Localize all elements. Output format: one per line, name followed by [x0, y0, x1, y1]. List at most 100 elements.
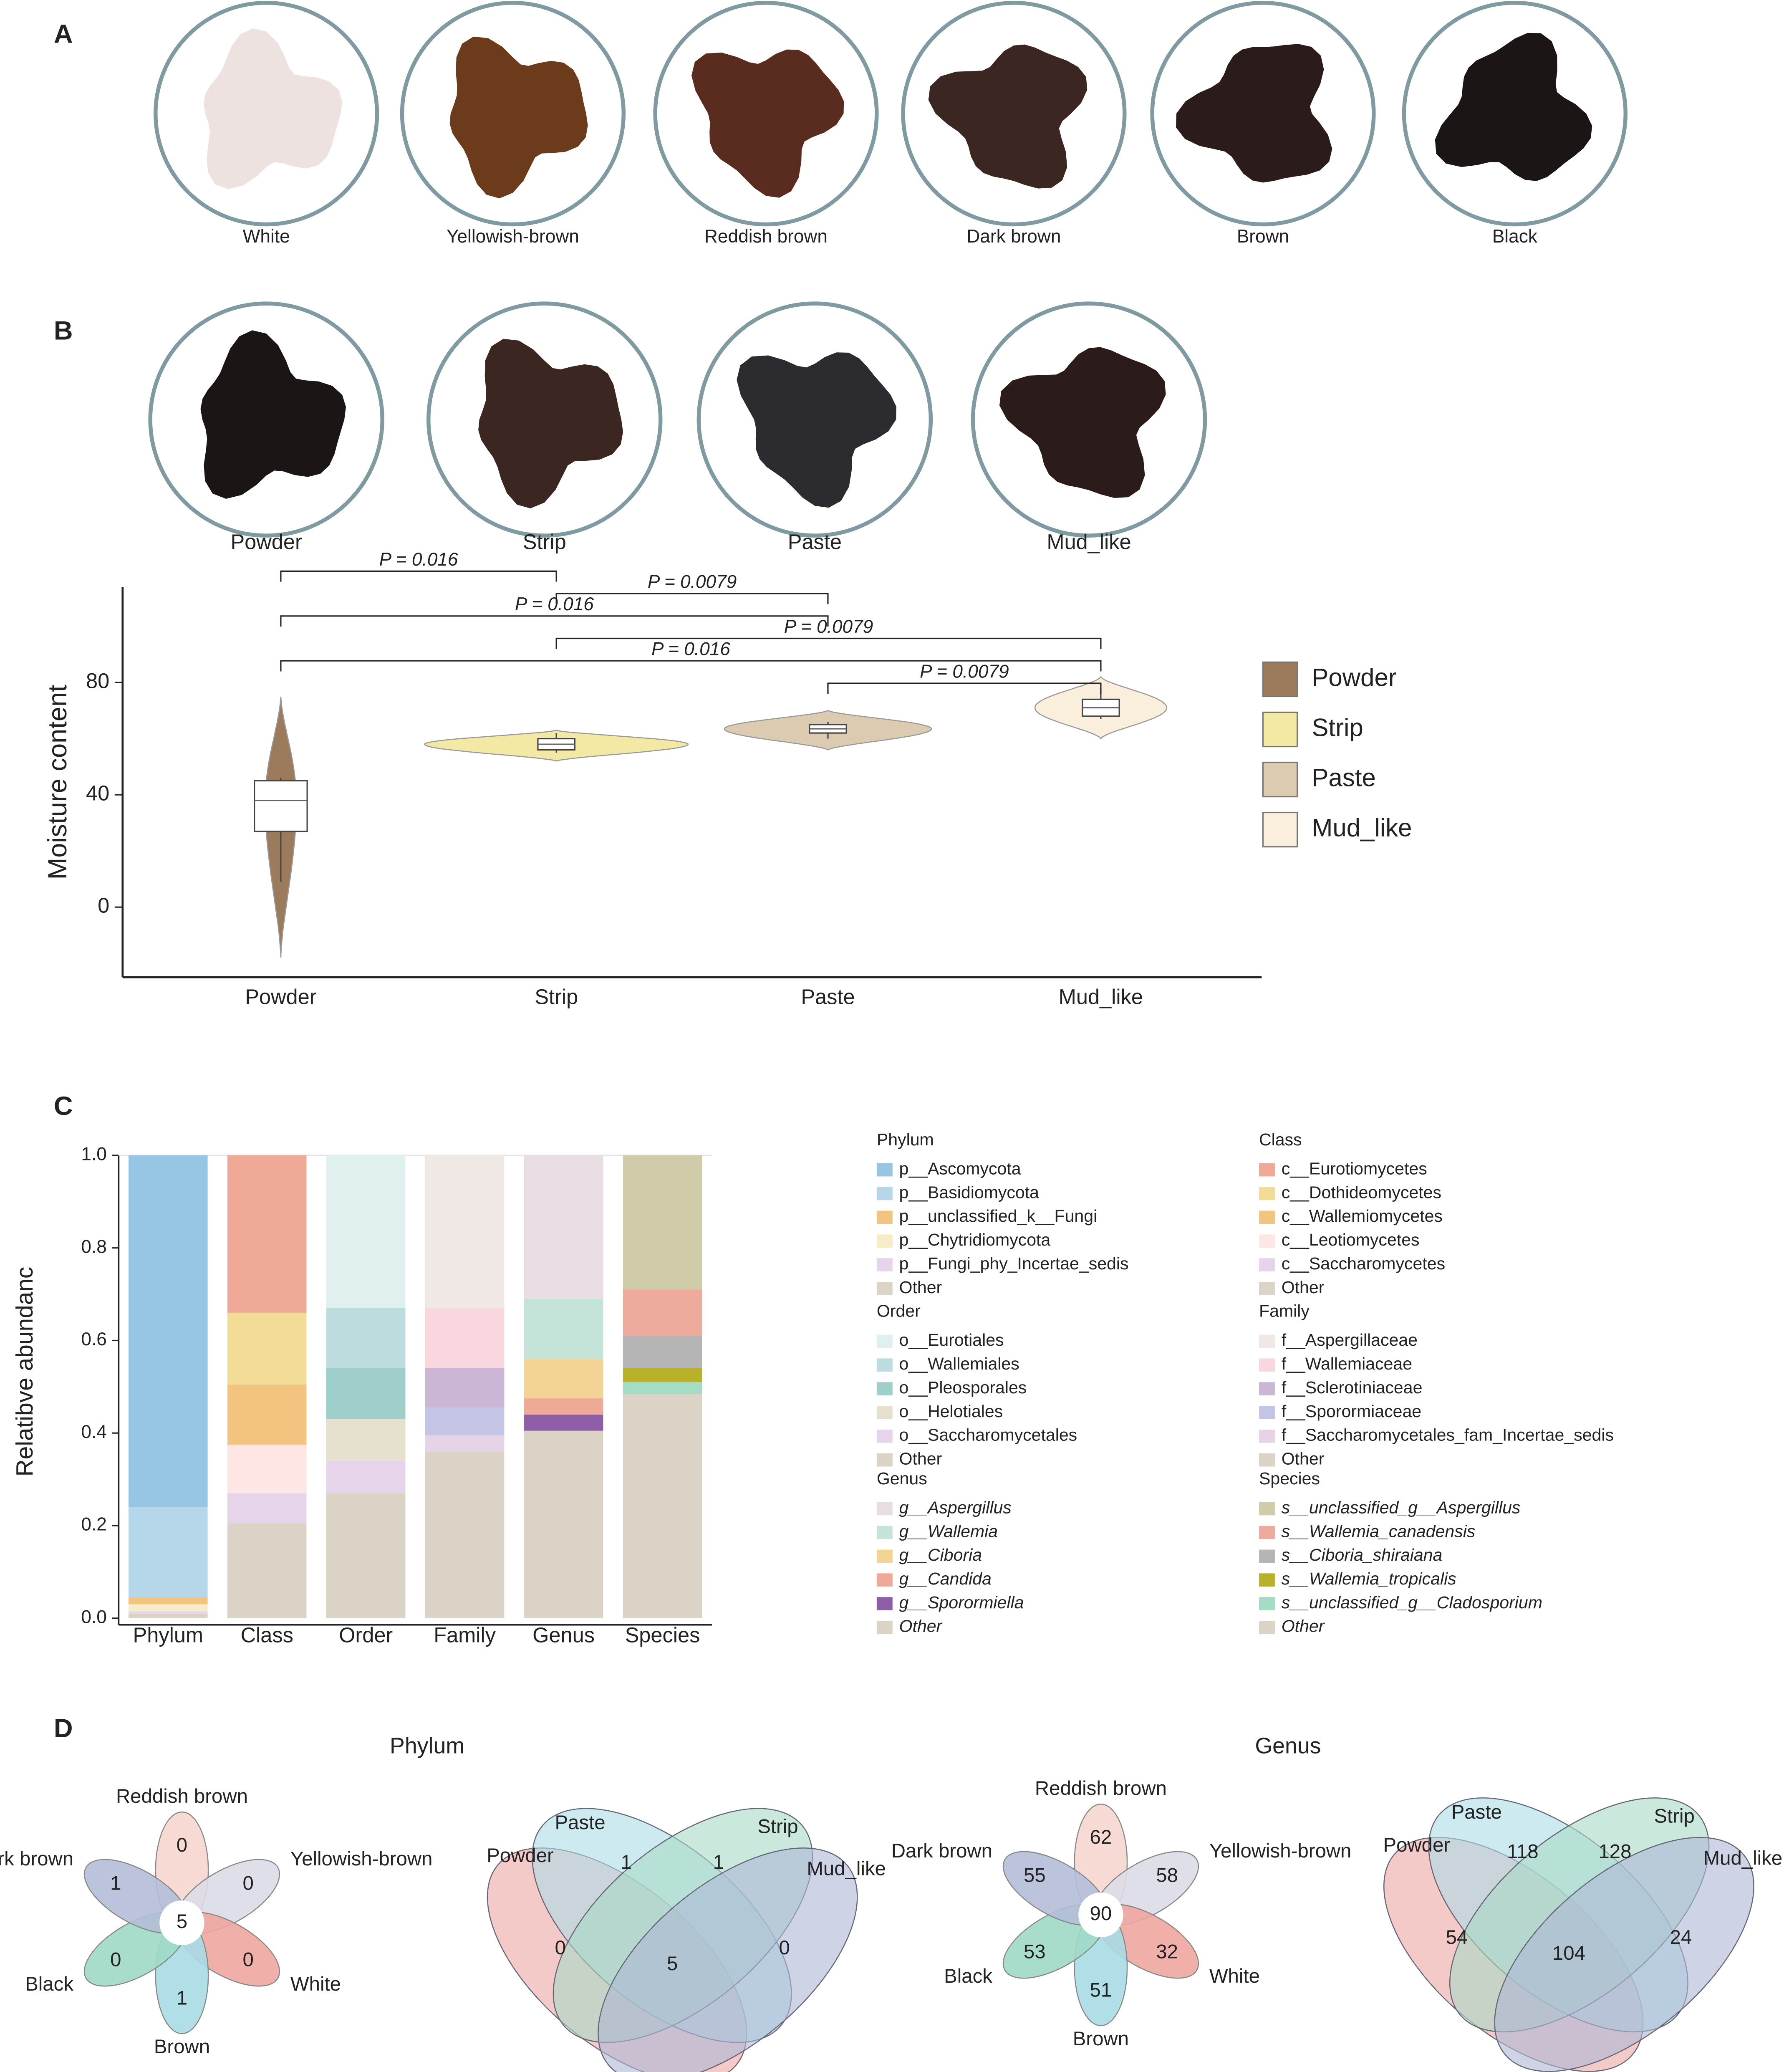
legend-swatch [876, 1526, 893, 1539]
bar-segment [227, 1155, 307, 1313]
venn-count: 118 [1507, 1841, 1539, 1863]
venn-set-label: Dark brown [891, 1840, 992, 1862]
sample-photo [1176, 44, 1332, 183]
x-tick-label: Phylum [133, 1623, 204, 1647]
legend-swatch [876, 1573, 893, 1587]
legend-swatch [1262, 811, 1298, 848]
sample-photo [737, 352, 896, 508]
legend-swatch [1259, 1453, 1275, 1467]
y-tick-label: 0.8 [81, 1236, 106, 1257]
bar-segment [129, 1611, 208, 1614]
venn-count: 54 [1446, 1926, 1468, 1948]
legend-swatch [1259, 1502, 1275, 1516]
venn-set-label: Paste [1451, 1801, 1502, 1823]
panel-label: D [54, 1714, 73, 1743]
legend-label: o__Pleosporales [899, 1378, 1027, 1397]
sample-photo [691, 49, 844, 198]
photo-label: Paste [788, 530, 842, 553]
bar-segment [623, 1368, 702, 1382]
p-value: P = 0.0079 [648, 572, 737, 592]
legend-label: g__Sporormiella [899, 1593, 1024, 1612]
legend-label: g__Candida [899, 1569, 992, 1588]
legend-label: s__Wallemia_tropicalis [1282, 1569, 1456, 1588]
legend-swatch [1259, 1430, 1275, 1443]
legend-title: Class [1259, 1130, 1302, 1149]
p-value: P = 0.0079 [920, 661, 1009, 682]
bar-segment [326, 1155, 406, 1308]
bar-segment [129, 1613, 208, 1618]
venn-set-label: Brown [1073, 2028, 1129, 2050]
y-tick-label: 0.0 [81, 1607, 106, 1627]
photo-label: Reddish brown [704, 226, 828, 247]
venn-count: 0 [110, 1949, 121, 1971]
venn-title: Genus [1255, 1733, 1321, 1759]
x-tick-label: Mud_like [1059, 985, 1143, 1008]
legend-title: Genus [877, 1469, 927, 1488]
venn-set-label: Mud_like [807, 1858, 886, 1880]
legend-label: p__unclassified_k__Fungi [899, 1206, 1098, 1226]
bar-segment [227, 1384, 307, 1445]
legend-swatch [1259, 1358, 1275, 1372]
legend-label: Other [1282, 1278, 1325, 1297]
legend-swatch [876, 1163, 893, 1177]
sample-photo [203, 28, 343, 190]
venn-count: 1 [110, 1872, 121, 1894]
venn-count: 1 [177, 1987, 187, 2009]
legend-swatch [1259, 1382, 1275, 1395]
photo-label: Powder [230, 530, 302, 553]
bar-segment [623, 1289, 702, 1336]
bar-segment [524, 1414, 603, 1431]
venn-set [1494, 1837, 1754, 2072]
legend-label: Mud_like [1312, 814, 1412, 841]
legend-swatch [1259, 1282, 1275, 1295]
photo-label: White [243, 226, 290, 247]
legend-swatch [1259, 1549, 1275, 1563]
legend-label: f__Saccharomycetales_fam_Incertae_sedis [1282, 1425, 1614, 1445]
venn-count: 1 [713, 1851, 724, 1873]
venn-set-label: Powder [1383, 1834, 1450, 1856]
venn-count: 24 [1670, 1926, 1692, 1948]
legend-label: Other [899, 1617, 943, 1636]
legend-label: Other [899, 1449, 942, 1468]
x-tick-label: Class [241, 1623, 293, 1647]
venn-count: 0 [555, 1937, 565, 1959]
venn-count: 32 [1156, 1941, 1178, 1963]
y-tick-label: 80 [86, 669, 109, 692]
bar-segment [326, 1308, 406, 1368]
legend-label: g__Aspergillus [899, 1498, 1012, 1517]
sample-photo [200, 330, 346, 499]
legend-swatch [1259, 1210, 1275, 1224]
legend-label: c__Eurotiomycetes [1282, 1159, 1427, 1178]
bar-segment [425, 1451, 505, 1618]
legend-label: Other [1282, 1449, 1325, 1468]
bar-segment [623, 1382, 702, 1394]
venn-count: 0 [177, 1834, 187, 1856]
x-tick-label: Strip [535, 985, 578, 1008]
photo-label: Dark brown [966, 226, 1061, 247]
x-tick-label: Paste [801, 985, 855, 1008]
legend-title: Phylum [877, 1130, 934, 1149]
bar-segment [326, 1419, 406, 1461]
venn-count: 51 [1090, 1979, 1112, 2001]
significance-bracket [827, 682, 1102, 694]
venn-set [598, 1847, 858, 2072]
legend-title: Family [1259, 1301, 1310, 1321]
legend-swatch [876, 1358, 893, 1372]
significance-bracket [555, 637, 1102, 649]
legend-label: o__Wallemiales [899, 1354, 1019, 1373]
bar-segment [425, 1407, 505, 1435]
venn-count: 104 [1552, 1942, 1585, 1964]
venn-count: 0 [242, 1872, 253, 1894]
legend-label: f__Sclerotiniaceae [1282, 1378, 1423, 1397]
bar-segment [524, 1155, 603, 1299]
y-tick-label: 0 [98, 894, 109, 917]
venn-count: 90 [1090, 1903, 1112, 1925]
significance-bracket [555, 593, 829, 604]
legend-label: s__unclassified_g__Aspergillus [1282, 1498, 1521, 1517]
venn-set-label: Paste [555, 1812, 605, 1834]
y-axis-label: Relatibve abundanc [12, 1267, 38, 1477]
venn-count: 62 [1090, 1826, 1112, 1848]
p-value: P = 0.016 [515, 594, 594, 614]
bar-segment [129, 1604, 208, 1612]
legend-label: o__Helotiales [899, 1402, 1003, 1421]
